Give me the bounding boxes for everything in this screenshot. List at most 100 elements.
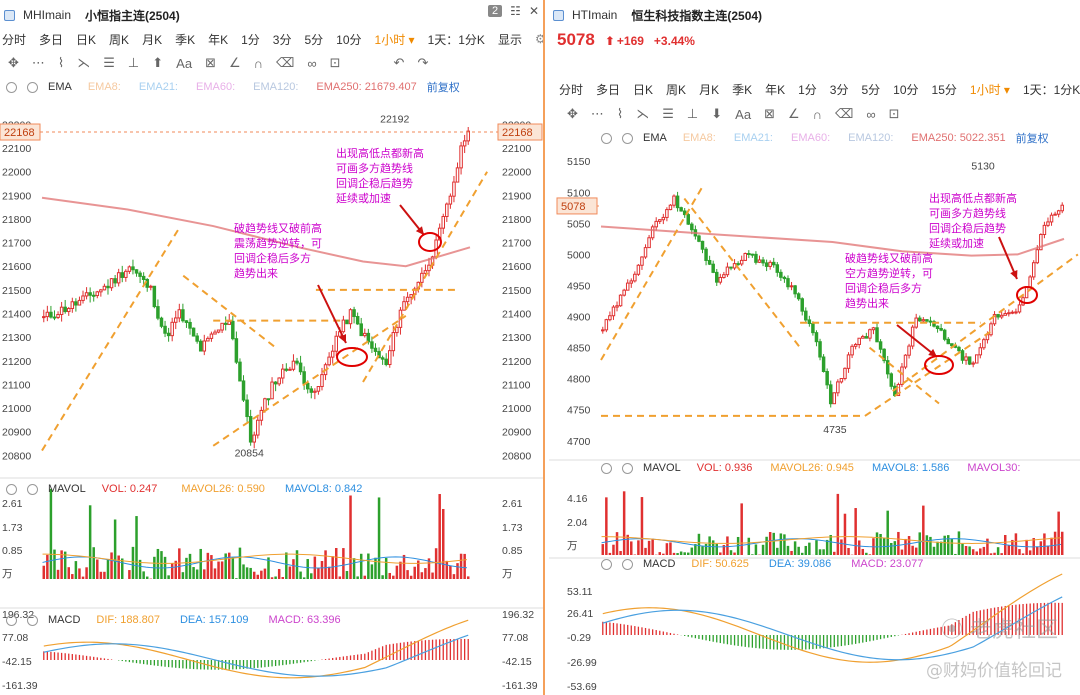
gear-icon[interactable] [6,81,17,93]
gear-icon[interactable] [601,558,612,570]
volume-bar [1028,550,1032,555]
timeframe-7[interactable]: 1分 [241,32,260,47]
volume-bar [384,557,388,579]
pattern-icon[interactable]: ⋋ [636,106,650,121]
candle-body [138,272,142,277]
gear-icon[interactable] [6,614,17,626]
volume-bar [331,556,334,579]
dash-line-icon[interactable]: ⋯ [590,106,604,121]
timeframe-12[interactable]: 1小时 ▾ [969,82,1010,97]
price-tick-left: 21100 [2,379,31,391]
redo-icon[interactable]: ↷ [417,55,429,70]
link-icon[interactable]: ∞ [866,106,876,122]
timeframe-13[interactable]: 显示 [497,32,522,47]
text-tool-icon[interactable]: Aa [176,55,193,71]
close-icon[interactable] [622,462,633,474]
timeframe-2[interactable]: 日K [633,82,654,97]
timeframe-6[interactable]: 年K [765,82,786,97]
candle-body [149,285,153,288]
left-chart-canvas[interactable]: 2220022200221002210022000220002190021900… [0,95,545,695]
timeframe-11[interactable]: 15分 [931,82,957,97]
timeframe-0[interactable]: 分时 [559,82,584,97]
price-tick-right: 21000 [502,403,531,415]
timeframe-1[interactable]: 多日 [596,82,621,97]
close-icon[interactable] [27,614,38,626]
pencil-icon[interactable]: ∠ [228,55,241,70]
lasso-icon[interactable]: ⌇ [57,55,65,70]
volume-bar [452,574,456,579]
gear-icon[interactable] [601,462,612,474]
adjust-mode[interactable]: 前复权 [1015,133,1049,145]
fib-icon[interactable]: ☰ [662,106,674,121]
timeframe-8[interactable]: 3分 [272,32,292,47]
close-icon[interactable] [622,558,633,570]
gear-icon[interactable]: ⚙ [534,32,545,46]
gear-icon[interactable] [601,132,612,144]
gear-icon[interactable] [6,483,17,495]
timeframe-3[interactable]: 周K [666,82,687,97]
window-count-badge[interactable]: 2 [488,5,503,17]
eraser-icon[interactable]: ⌫ [834,106,854,121]
candle-body [928,320,933,323]
magnet-icon[interactable]: ∩ [253,55,263,71]
candle-body [156,306,160,319]
timeframe-10[interactable]: 10分 [336,32,362,47]
timeframe-9[interactable]: 5分 [304,32,324,47]
timeframe-9[interactable]: 5分 [861,82,881,97]
lasso-icon[interactable]: ⌇ [616,106,624,121]
lock-icon[interactable]: ⊡ [888,106,900,121]
timeframe-10[interactable]: 10分 [893,82,919,97]
pencil-icon[interactable]: ∠ [787,106,800,121]
crosshair-icon[interactable]: ✥ [8,55,19,70]
anchor-icon[interactable]: ⊥ [686,106,699,121]
right-chart-canvas[interactable]: 5150 5100 5050 5000 4950 4900 4850 4800 4750 4700… [549,147,1080,695]
right-symbol[interactable]: HTImain [572,8,618,22]
close-icon[interactable] [27,81,38,93]
timeframe-3[interactable]: 周K [109,32,130,47]
timeframe-5[interactable]: 季K [175,32,196,47]
close-icon[interactable]: ✕ [528,4,539,18]
candle-body [918,317,922,322]
close-icon[interactable] [27,483,38,495]
timeframe-5[interactable]: 季K [732,82,753,97]
close-icon[interactable] [622,132,633,144]
text-tool-icon[interactable]: Aa [735,106,752,122]
undo-icon[interactable]: ↶ [393,55,405,70]
ruler-icon[interactable]: ⊠ [205,55,216,70]
volume-bar [310,573,313,579]
timeframe-2[interactable]: 日K [76,32,97,47]
timeframe-8[interactable]: 3分 [829,82,849,97]
magnet-icon[interactable]: ∩ [812,106,822,122]
timeframe-4[interactable]: 月K [142,32,163,47]
watermark-logo: ⦿ 老虎社区 [941,612,1058,644]
volume-bar [145,576,149,579]
left-symbol[interactable]: MHImain [23,8,72,22]
candle-body [59,306,64,315]
volume-bar [914,547,918,555]
timeframe-6[interactable]: 年K [208,32,229,47]
timeframe-12[interactable]: 1天：1分K [427,32,485,47]
arrow-up-icon[interactable]: ⬆ [152,55,164,70]
timeframe-1[interactable]: 多日 [39,32,64,47]
price-tick-right: 21500 [502,285,531,297]
volume-bar [442,508,445,579]
arrow-down-icon[interactable]: ⬇ [711,106,723,121]
ruler-icon[interactable]: ⊠ [764,106,775,121]
link-icon[interactable]: ∞ [307,55,317,71]
timeframe-7[interactable]: 1分 [798,82,817,97]
crosshair-icon[interactable]: ✥ [567,106,578,121]
pattern-icon[interactable]: ⋋ [77,55,91,70]
candle-body [757,259,762,263]
fib-icon[interactable]: ☰ [103,55,115,70]
eraser-icon[interactable]: ⌫ [275,55,295,70]
dash-line-icon[interactable]: ⋯ [31,55,45,70]
timeframe-4[interactable]: 月K [699,82,720,97]
timeframe-11[interactable]: 1小时 ▾ [374,32,415,47]
adjust-mode[interactable]: 前复权 [426,82,460,94]
lock-icon[interactable]: ⊡ [329,55,341,70]
anchor-icon[interactable]: ⊥ [127,55,140,70]
candle-body [903,354,908,368]
timeframe-13[interactable]: 1天：1分K [1022,82,1080,97]
settings-icon[interactable]: ☷ [510,4,521,18]
timeframe-0[interactable]: 分时 [2,32,27,47]
